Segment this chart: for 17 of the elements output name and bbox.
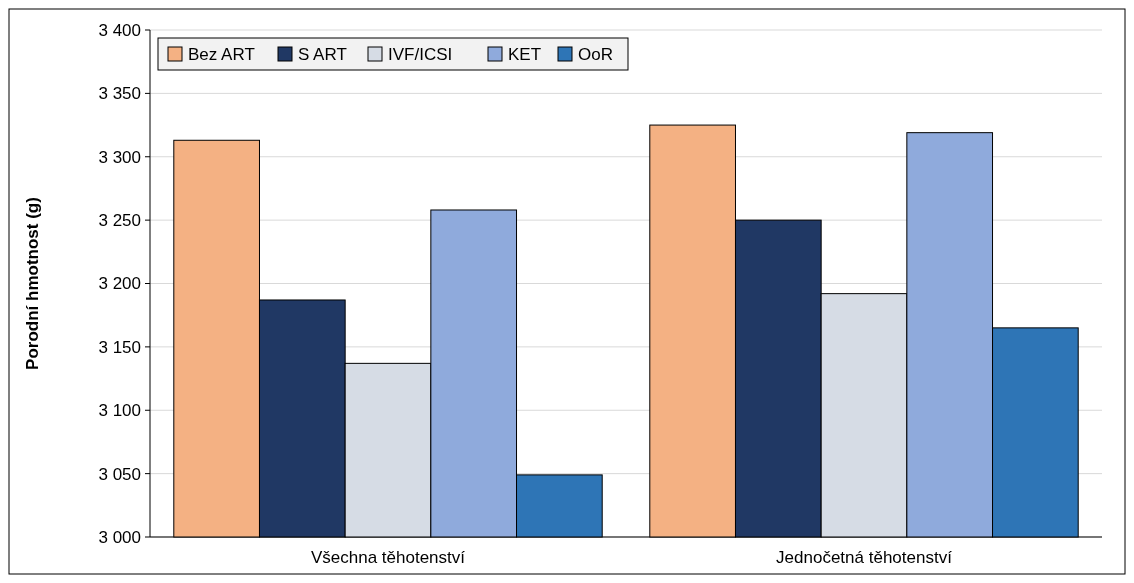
y-tick-label: 3 150 [98, 337, 141, 357]
y-tick-label: 3 200 [98, 274, 141, 294]
y-tick-label: 3 400 [98, 20, 141, 40]
y-tick-label: 3 000 [98, 527, 141, 547]
legend-label: KET [508, 44, 542, 64]
legend-label: IVF/ICSI [388, 44, 453, 64]
x-tick-label: Jednočetná těhotenství [776, 548, 953, 567]
y-tick-label: 3 100 [98, 401, 141, 421]
x-tick-label: Všechna těhotenství [310, 548, 466, 567]
y-tick-label: 3 250 [98, 211, 141, 231]
legend-label: Bez ART [188, 44, 255, 64]
y-tick-label: 3 350 [98, 84, 141, 104]
y-tick-label: 3 300 [98, 147, 141, 167]
y-axis-title: Porodní hmotnost (g) [23, 197, 42, 370]
legend-label: OoR [578, 44, 613, 64]
y-tick-label: 3 050 [98, 464, 141, 484]
legend-label: S ART [298, 44, 347, 64]
